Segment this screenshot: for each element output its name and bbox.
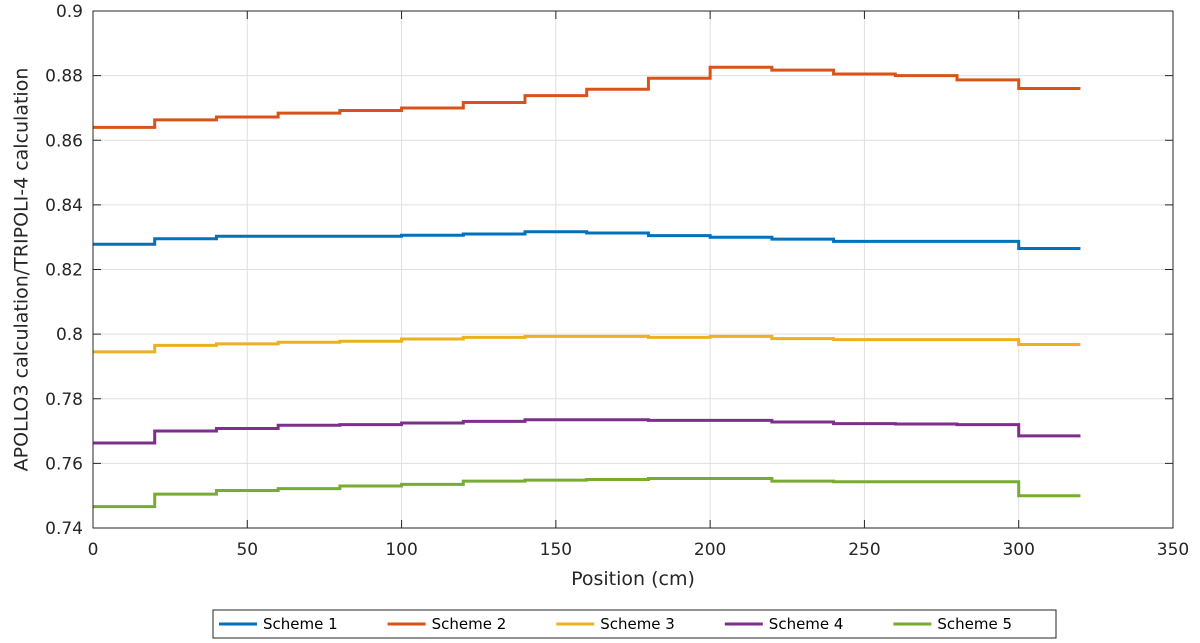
legend-entry-label: Scheme 4	[769, 615, 844, 633]
series-line-scheme-3	[93, 334, 1081, 354]
series-line-scheme-5	[93, 477, 1081, 509]
y-tick-label: 0.84	[45, 196, 83, 216]
legend-entry-label: Scheme 2	[432, 615, 507, 633]
x-tick-label: 150	[540, 540, 572, 560]
x-tick-label: 0	[88, 540, 99, 560]
x-tick-label: 100	[385, 540, 417, 560]
y-tick-label: 0.76	[45, 454, 83, 474]
y-tick-label: 0.88	[45, 67, 83, 87]
series-line-scheme-4	[93, 418, 1081, 445]
axis-ticks: 0 50 100 150 200 250 300 350 0.74 0.76 0.78 0.8 0.82…	[45, 2, 1189, 560]
x-tick-label: 200	[694, 540, 726, 560]
x-axis-title: Position (cm)	[571, 568, 695, 590]
legend: Scheme 1 Scheme 2 Scheme 3 Scheme 4 Scheme 5	[212, 609, 1057, 639]
y-tick-label: 0.86	[45, 131, 83, 151]
x-tick-label: 350	[1157, 540, 1189, 560]
y-tick-label: 0.9	[56, 2, 83, 22]
y-tick-label: 0.78	[45, 390, 83, 410]
y-axis-title: APOLLO3 calculation/TRIPOLI-4 calculatio…	[11, 68, 33, 472]
legend-entry-label: Scheme 5	[937, 615, 1012, 633]
y-tick-label: 0.82	[45, 261, 83, 281]
x-tick-label: 300	[1002, 540, 1034, 560]
series-lines	[93, 65, 1081, 509]
series-line-scheme-2	[93, 65, 1081, 129]
legend-entry-label: Scheme 1	[263, 615, 338, 633]
y-tick-label: 0.8	[56, 325, 83, 345]
x-tick-label: 250	[848, 540, 880, 560]
y-tick-label: 0.74	[45, 519, 83, 539]
legend-entry-label: Scheme 3	[600, 615, 675, 633]
series-line-scheme-1	[93, 230, 1081, 250]
x-tick-label: 50	[236, 540, 258, 560]
